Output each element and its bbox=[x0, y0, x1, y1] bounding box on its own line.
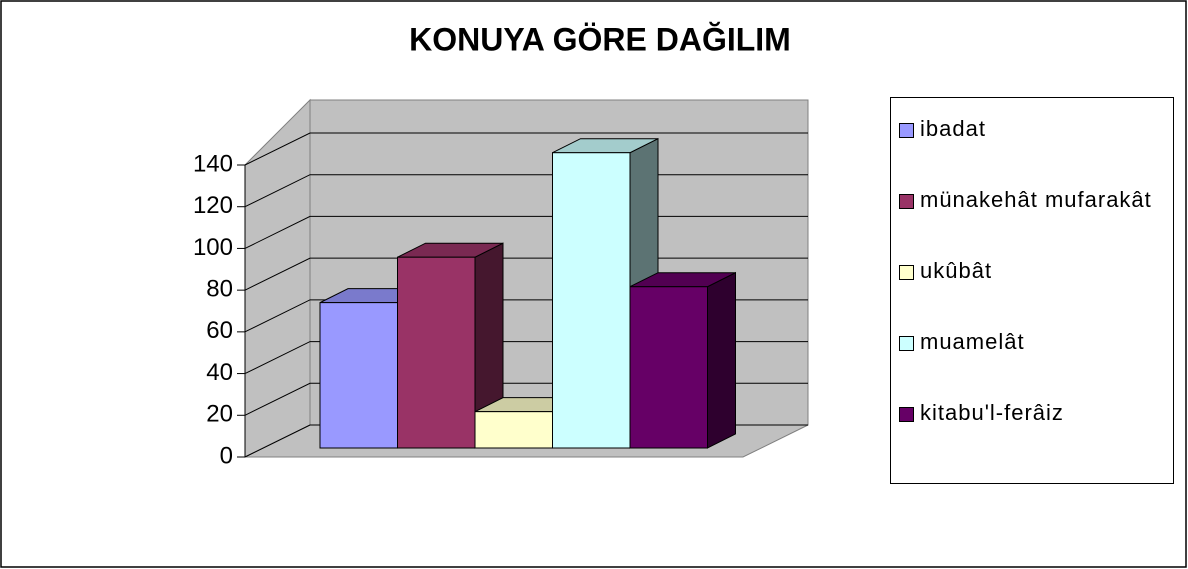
bar bbox=[552, 152, 631, 449]
y-tick-label: 140 bbox=[193, 150, 233, 177]
bar bbox=[474, 411, 553, 449]
bar bbox=[319, 302, 398, 449]
grid-line bbox=[244, 132, 808, 166]
legend-swatch bbox=[899, 336, 914, 351]
legend-label: kitabu'l-ferâiz bbox=[920, 400, 1064, 425]
legend-entry: kitabu'l-ferâiz bbox=[899, 399, 1171, 427]
bar bbox=[397, 256, 476, 449]
bar-side bbox=[707, 271, 736, 449]
legend-entry: muamelât bbox=[899, 328, 1171, 356]
y-tick-label: 60 bbox=[206, 317, 233, 344]
y-tick-label: 20 bbox=[206, 401, 233, 428]
legend-entry: ukûbât bbox=[899, 257, 1171, 285]
legend-swatch bbox=[899, 407, 914, 422]
legend-swatch bbox=[899, 265, 914, 280]
y-tick-label: 40 bbox=[206, 359, 233, 386]
chart-title: KONUYA GÖRE DAĞILIM bbox=[409, 21, 791, 57]
legend-entry: ibadat bbox=[899, 115, 1171, 143]
legend: ibadat münakehât mufarakât ukûbât muamelât k… bbox=[890, 97, 1174, 484]
legend-label: muamelât bbox=[920, 329, 1025, 354]
legend-swatch bbox=[899, 123, 914, 138]
bar bbox=[629, 286, 708, 449]
y-tick-label: 0 bbox=[220, 442, 233, 469]
y-tick-label: 100 bbox=[193, 234, 233, 261]
legend-label: ibadat bbox=[920, 116, 986, 141]
legend-swatch bbox=[899, 194, 914, 209]
y-tick-label: 80 bbox=[206, 275, 233, 302]
legend-label: münakehât mufarakât bbox=[920, 187, 1152, 212]
legend-label: ukûbât bbox=[920, 258, 993, 283]
legend-entry: münakehât mufarakât bbox=[899, 186, 1171, 214]
y-tick-label: 120 bbox=[193, 192, 233, 219]
